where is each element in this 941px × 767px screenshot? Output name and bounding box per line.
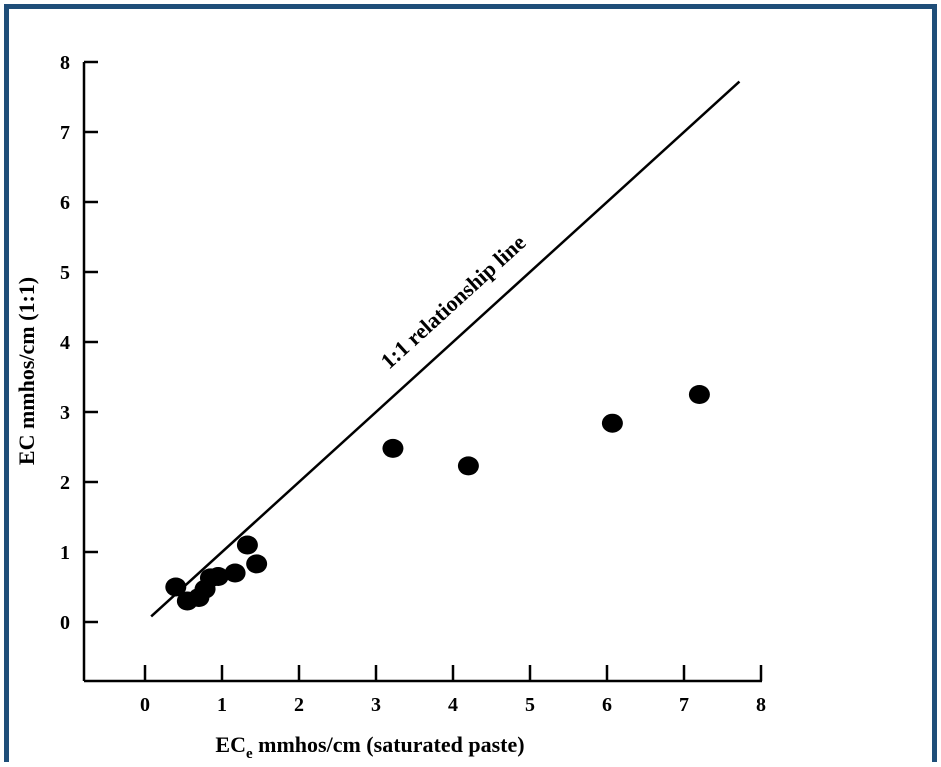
data-point <box>382 438 404 458</box>
y-axis-ticks: 0 1 2 3 4 5 6 7 8 <box>60 52 98 634</box>
y-tick-label: 6 <box>60 192 70 214</box>
x-tick-label: 6 <box>602 694 612 716</box>
data-point <box>165 577 187 597</box>
x-axis-title: ECe mmhos/cm (saturated paste) <box>215 732 524 762</box>
x-tick-label: 0 <box>140 694 150 716</box>
data-point <box>207 567 229 586</box>
data-points <box>165 385 710 611</box>
figure-border <box>4 4 937 767</box>
x-tick-label: 4 <box>448 694 458 716</box>
data-point <box>601 413 623 433</box>
y-axis-title: EC mmhos/cm (1:1) <box>14 277 39 465</box>
x-tick-label: 1 <box>217 694 227 716</box>
y-tick-label: 4 <box>60 332 70 354</box>
x-tick-label: 8 <box>756 694 766 716</box>
x-tick-label: 3 <box>371 694 381 716</box>
y-tick-label: 5 <box>60 262 70 284</box>
x-axis-title-rest: mmhos/cm (saturated paste) <box>253 732 525 757</box>
y-tick-label: 0 <box>60 612 70 634</box>
x-tick-label: 2 <box>294 694 304 716</box>
y-tick-label: 2 <box>60 472 70 494</box>
x-tick-label: 7 <box>679 694 689 716</box>
data-point <box>236 535 258 555</box>
data-point <box>457 456 479 476</box>
data-point <box>224 563 246 583</box>
x-axis-title-subscript: e <box>246 746 253 762</box>
x-axis-title-main: EC <box>215 732 246 757</box>
x-tick-label: 5 <box>525 694 535 716</box>
x-axis-ticks: 0 1 2 3 4 5 6 7 8 <box>140 665 766 716</box>
reference-line-label: 1:1 relationship line <box>376 230 531 374</box>
y-tick-label: 7 <box>60 122 70 144</box>
data-point <box>246 554 268 574</box>
y-tick-label: 1 <box>60 542 70 564</box>
y-tick-label: 3 <box>60 402 70 424</box>
data-point <box>688 385 710 404</box>
reference-line-1-1 <box>150 80 741 618</box>
y-tick-label: 8 <box>60 52 70 74</box>
